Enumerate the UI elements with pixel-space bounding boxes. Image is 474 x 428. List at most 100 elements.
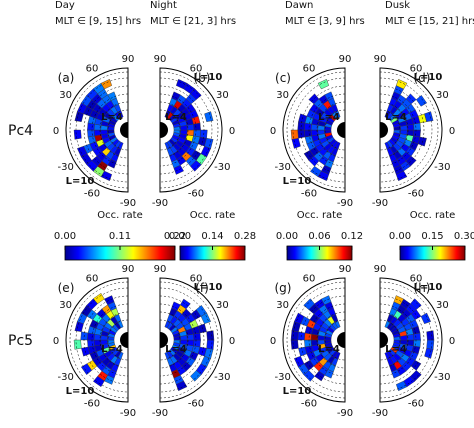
l-label: L=4: [385, 112, 407, 123]
tick-label: -60: [408, 188, 424, 199]
column-subtitle: MLT ∈ [21, 3] hrs: [150, 16, 236, 27]
panel-label: (e): [58, 281, 75, 295]
ring: [159, 295, 205, 385]
panel-label: (g): [275, 281, 292, 295]
tick-label: -90: [120, 408, 136, 419]
colorbar-tick-label: 0.28: [234, 231, 256, 242]
cell: [290, 339, 299, 350]
l-label: L=4: [318, 112, 340, 123]
colorbar-tick-label: 0.00: [276, 231, 298, 242]
tick-label: 0: [449, 126, 455, 137]
colorbar-tick-label: 0.15: [421, 231, 443, 242]
tick-label: 0: [229, 126, 235, 137]
l-label: L=10: [283, 386, 312, 397]
cell: [415, 94, 428, 107]
cell: [395, 78, 408, 90]
tick-label: 30: [59, 300, 72, 311]
earth: [120, 332, 128, 348]
ring: [379, 303, 417, 377]
ring: [159, 311, 189, 369]
colorbar-label: Occ. rate: [410, 210, 456, 221]
colorbar-tick-label: 0.22: [164, 231, 186, 242]
tick-label: -30: [214, 162, 230, 173]
ring: [308, 93, 346, 167]
cell: [290, 129, 299, 140]
ring: [292, 77, 346, 183]
tick-label: -60: [408, 398, 424, 409]
ring: [159, 287, 213, 393]
colorbar-tick-label: 0.00: [389, 231, 411, 242]
cell: [173, 164, 184, 175]
tick-label: -30: [274, 162, 290, 173]
tick-label: -60: [84, 188, 100, 199]
cell: [171, 91, 181, 101]
tick-label: 60: [410, 64, 423, 75]
cell: [293, 312, 305, 325]
ring: [379, 85, 425, 175]
cell: [321, 295, 332, 306]
ring: [379, 311, 409, 369]
cell: [180, 298, 191, 310]
cell: [92, 375, 105, 388]
cell: [309, 165, 322, 178]
tick-label: -30: [214, 372, 230, 383]
tick-label: 90: [154, 54, 167, 65]
tick-label: 30: [59, 90, 72, 101]
tick-label: 60: [303, 64, 316, 75]
ring: [308, 303, 346, 377]
panel-label: (b): [194, 71, 211, 85]
cell: [308, 93, 320, 105]
cell: [206, 339, 215, 350]
ring: [99, 101, 129, 159]
tick-label: 60: [86, 274, 99, 285]
cell: [303, 150, 315, 161]
cell: [410, 370, 422, 382]
tick-label: -90: [337, 198, 353, 209]
panel-label: (f): [195, 281, 209, 295]
tick-label: -60: [301, 188, 317, 199]
cell: [107, 91, 117, 101]
tick-label: 0: [270, 126, 276, 137]
earth: [160, 332, 168, 348]
ring: [300, 85, 346, 175]
cell: [171, 301, 181, 311]
ring: [159, 101, 189, 159]
cell: [206, 330, 215, 341]
panel-label: (d): [414, 71, 431, 85]
colorbar-tick-label: 0.12: [341, 231, 363, 242]
tick-label: -90: [337, 408, 353, 419]
cell: [420, 312, 432, 325]
earth: [337, 122, 345, 138]
tick-label: -90: [120, 198, 136, 209]
ring: [159, 85, 205, 175]
tick-label: 60: [190, 64, 203, 75]
tick-label: -30: [57, 162, 73, 173]
tick-label: -30: [434, 162, 450, 173]
cell: [87, 339, 95, 348]
tick-label: -30: [274, 372, 290, 383]
column-subtitle: MLT ∈ [15, 21] hrs: [385, 16, 474, 27]
tick-label: 30: [436, 300, 449, 311]
tick-label: 30: [276, 300, 289, 311]
cell: [195, 304, 208, 317]
cell: [73, 129, 82, 140]
tick-label: -90: [372, 198, 388, 209]
colorbar-tick-label: 0.11: [109, 231, 131, 242]
ring: [159, 303, 197, 377]
tick-label: 0: [270, 336, 276, 347]
tick-label: -90: [152, 198, 168, 209]
earth: [380, 332, 388, 348]
cell: [410, 360, 422, 371]
cell: [426, 339, 435, 350]
l-label: L=4: [101, 112, 123, 123]
cell: [405, 155, 417, 167]
column-title: Dusk: [385, 0, 410, 11]
colorbar-tick-label: 0.00: [54, 231, 76, 242]
panel-label: (h): [414, 281, 431, 295]
tick-label: -60: [188, 398, 204, 409]
tick-label: 90: [122, 264, 135, 275]
earth: [380, 122, 388, 138]
ring: [75, 287, 129, 393]
ring: [159, 93, 197, 167]
l-label: L=4: [318, 344, 340, 355]
